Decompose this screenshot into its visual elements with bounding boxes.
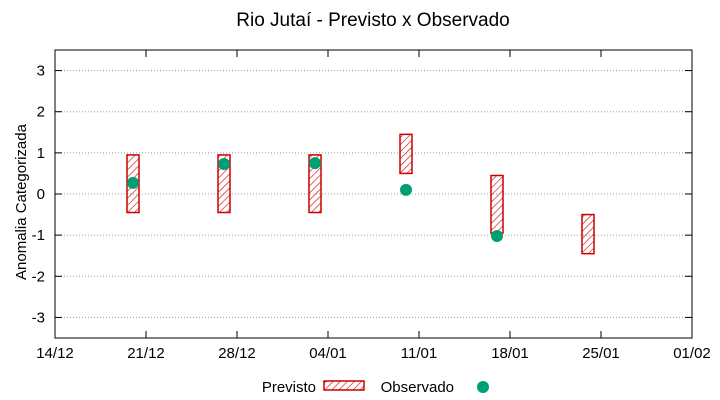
y-tick-label: 3	[37, 63, 45, 80]
observed-point	[127, 176, 139, 189]
x-tick-label: 28/12	[218, 345, 256, 362]
y-tick-label: -2	[32, 268, 45, 285]
legend: Previsto Observado	[262, 379, 489, 396]
x-tick-label: 14/12	[36, 345, 74, 362]
observed-point	[309, 157, 321, 170]
x-tick-label: 11/01	[401, 345, 437, 362]
x-tick-label: 25/01	[582, 345, 620, 362]
gridlines	[55, 70, 692, 318]
x-tick-label: 01/02	[673, 345, 711, 362]
x-tick-label: 18/01	[491, 345, 529, 362]
data-marks	[126, 133, 595, 255]
legend-label: Previsto	[262, 379, 316, 396]
forecast-box	[217, 154, 231, 214]
forecast-box	[490, 174, 504, 234]
observed-point	[400, 183, 412, 196]
forecast-box	[581, 213, 595, 255]
y-tick-label: -1	[32, 227, 45, 244]
y-axis: -3 -2 -1 0 1 2 3	[32, 63, 692, 326]
y-tick-label: 1	[37, 145, 45, 162]
observed-point	[491, 229, 503, 242]
observed-point	[218, 157, 230, 170]
legend-label: Observado	[381, 379, 454, 396]
forecast-box	[399, 133, 413, 175]
chart-title: Rio Jutaí - Previsto x Observado	[236, 10, 510, 31]
legend-swatch	[477, 381, 489, 393]
y-axis-label: Anomalia Categorizada	[13, 123, 30, 280]
y-tick-label: 0	[37, 186, 45, 203]
forecast-box	[308, 154, 322, 214]
x-tick-label: 04/01	[309, 345, 347, 362]
y-tick-label: -3	[32, 309, 45, 326]
legend-swatch	[323, 380, 365, 391]
x-tick-label: 21/12	[127, 345, 165, 362]
y-tick-label: 2	[37, 104, 45, 121]
x-axis: 14/12 21/12 28/12 04/01 11/01 18/01 25/01 01/02	[36, 50, 711, 362]
